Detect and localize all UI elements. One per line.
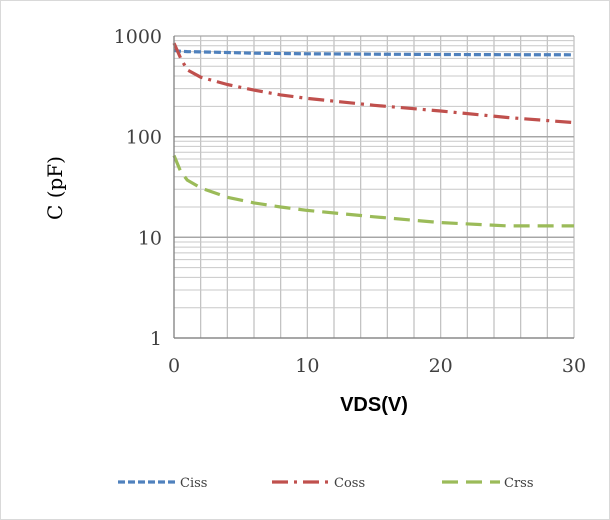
series-line-ciss (173, 48, 575, 57)
legend-label-coss: Coss (334, 476, 365, 491)
tick-labels: 0 10 20 30 1 10 100 1000 (114, 26, 586, 377)
legend-label-ciss: Ciss (180, 476, 207, 491)
y-tick-label: 1 (150, 328, 162, 350)
series-lines (172, 42, 575, 228)
legend-label-crss: Crss (504, 476, 534, 491)
y-tick-label: 1000 (114, 26, 162, 48)
y-axis-label: C (pF) (43, 156, 67, 220)
legend: Ciss Coss Crss (118, 476, 534, 491)
axes (173, 36, 574, 339)
x-axis-label: VDS(V) (340, 394, 408, 416)
grid (174, 35, 575, 339)
series-line-crss (172, 154, 574, 228)
y-tick-label: 100 (126, 127, 162, 149)
x-tick-label: 0 (168, 355, 180, 377)
x-tick-label: 30 (562, 355, 586, 377)
x-tick-label: 20 (429, 355, 453, 377)
y-tick-label: 10 (138, 227, 162, 249)
x-tick-label: 10 (295, 355, 319, 377)
